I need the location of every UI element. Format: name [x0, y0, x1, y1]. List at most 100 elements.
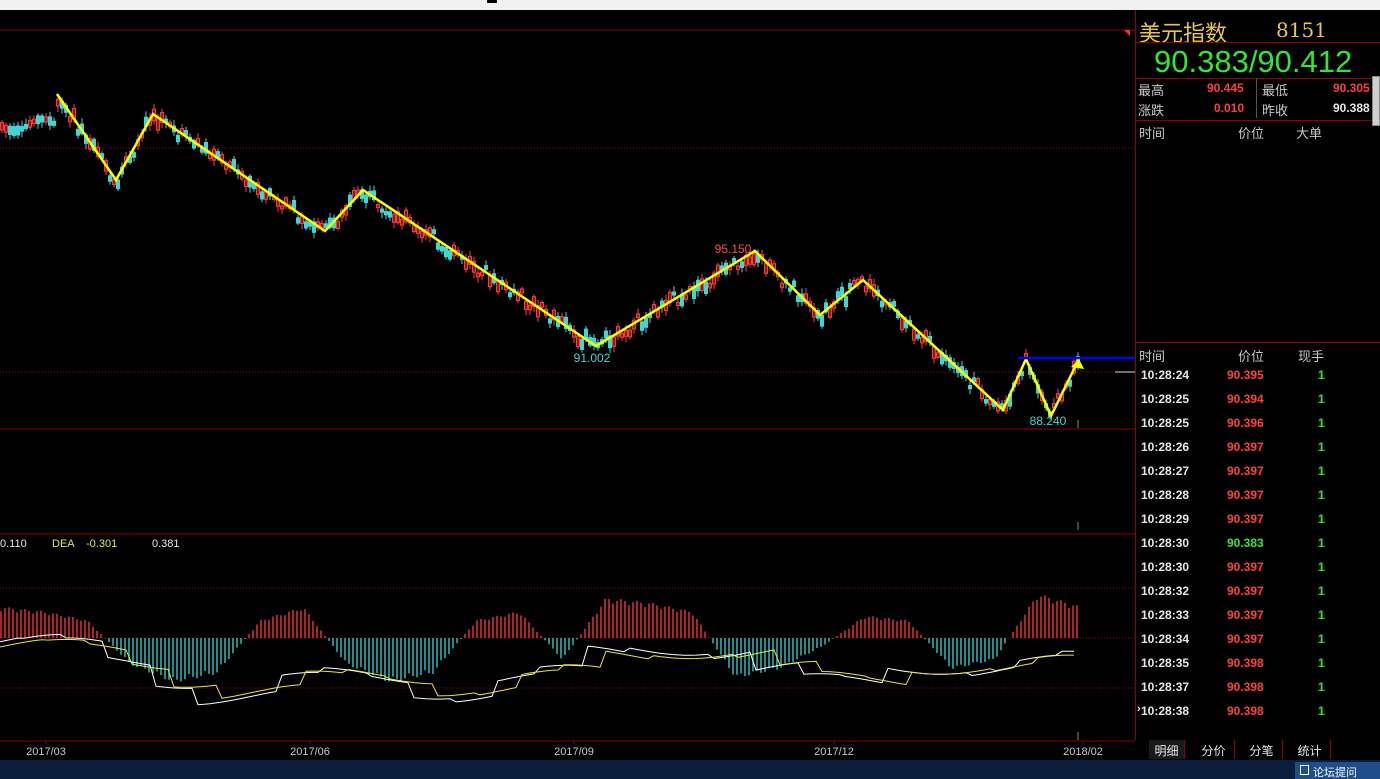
candle-body [32, 118, 36, 125]
tick-time: 10:28:30 [1141, 560, 1190, 574]
tick-size: 1 [1318, 632, 1325, 646]
tick-size: 1 [1318, 464, 1325, 478]
prev-close-label: 昨收 [1262, 104, 1289, 119]
candle-body [420, 231, 424, 239]
candle-body [36, 115, 40, 125]
candle-body [440, 246, 444, 252]
candle-body [552, 309, 556, 321]
tick-time: 10:28:28 [1141, 488, 1190, 502]
tick-size: 1 [1318, 416, 1325, 430]
tick-row[interactable]: 10:28:25 90.396 1 [1136, 413, 1380, 437]
candle-body [892, 301, 896, 307]
x-tick-label: 2017/12 [814, 746, 854, 758]
candle-body [716, 264, 720, 277]
candle-body [508, 292, 512, 298]
tick-row[interactable]: 10:28:25 90.394 1 [1136, 389, 1380, 413]
candle-body [376, 204, 380, 209]
candle-body [260, 191, 264, 200]
tick-time: 10:28:38 [1141, 704, 1190, 718]
candle-body [412, 225, 416, 233]
tick-size: 1 [1318, 560, 1325, 574]
candle-body [576, 335, 580, 348]
status-bar: 论坛提问 [0, 760, 1380, 779]
x-axis-ticks: 2017/03 2017/06 2017/09 2017/12 2018/02 [26, 741, 1103, 758]
candlesticks [0, 94, 1080, 420]
tick-row[interactable]: 10:28:29 90.397 1 [1136, 509, 1380, 533]
candle-body [20, 126, 24, 132]
window-marker [487, 0, 497, 3]
divider [1136, 78, 1380, 79]
candle-body [324, 223, 328, 229]
panel-scrollbar[interactable] [1372, 76, 1380, 126]
tick-price: 90.398 [1227, 680, 1264, 694]
tick-row[interactable]: 10:28:34 90.397 1 [1136, 629, 1380, 653]
candle-body [976, 378, 980, 386]
divider [1136, 342, 1380, 343]
tick-row[interactable]: 10:28:26 90.397 1 [1136, 437, 1380, 461]
low-value: 90.305 [1333, 81, 1370, 95]
quote-panel: 美元指数 8151 90.383/90.412 最高 90.445 最低 90.… [1135, 10, 1380, 740]
tick-row[interactable]: 10:28:35 90.398 1 [1136, 653, 1380, 677]
big-order-size-header: 大单 [1296, 127, 1323, 142]
tick-size: 1 [1318, 392, 1325, 406]
candle-body [400, 218, 404, 226]
kline-chart[interactable]: 95.150 91.002 88.240 2017/03 2017/06 2017/09… [0, 10, 1135, 760]
candle-body [68, 115, 72, 123]
candle-body [792, 280, 796, 288]
tab-trades[interactable]: 分笔 [1241, 740, 1283, 759]
candle-body [788, 287, 792, 292]
candle-body [244, 179, 248, 187]
tick-row[interactable]: 10:28:30 90.397 1 [1136, 557, 1380, 581]
tick-size: 1 [1318, 368, 1325, 382]
candle-body [388, 211, 392, 218]
tick-price: 90.397 [1227, 512, 1264, 526]
tick-price: 90.398 [1227, 656, 1264, 670]
candle-body [312, 221, 316, 233]
tick-price: 90.397 [1227, 632, 1264, 646]
tab-stats[interactable]: 统计 [1289, 740, 1331, 759]
price-annotations: 95.150 91.002 88.240 [574, 242, 1067, 428]
tick-time: 10:28:34 [1141, 632, 1190, 646]
candle-body [384, 211, 388, 216]
dif-line [0, 633, 1074, 706]
candle-body [740, 261, 744, 268]
forum-ask-button[interactable]: 论坛提问 [1295, 762, 1380, 779]
candle-body [912, 328, 916, 341]
tab-detail[interactable]: 明细 [1149, 740, 1185, 759]
candle-body [392, 213, 396, 223]
candle-body [56, 98, 60, 107]
tick-price: 90.397 [1227, 560, 1264, 574]
candle-body [840, 286, 844, 297]
candle-body [256, 182, 260, 195]
candle-body [624, 329, 628, 337]
candle-body [1068, 379, 1072, 387]
candle-body [712, 272, 716, 285]
current-row-caret-icon: › [1137, 703, 1141, 715]
tick-time: 10:28:30 [1141, 536, 1190, 550]
candle-body [864, 285, 868, 293]
trend-lines [55, 93, 1135, 419]
candle-body [432, 229, 436, 235]
tick-size: 1 [1318, 584, 1325, 598]
tick-size: 1 [1318, 440, 1325, 454]
tick-row[interactable]: 10:28:28 90.397 1 [1136, 485, 1380, 509]
candle-body [604, 330, 608, 339]
tick-row[interactable]: 10:28:37 90.398 1 [1136, 677, 1380, 701]
tick-row[interactable]: 10:28:24 90.395 1 [1136, 365, 1380, 389]
candle-body [336, 220, 340, 230]
tick-price: 90.397 [1227, 464, 1264, 478]
candle-body [16, 125, 20, 136]
candle-body [520, 288, 524, 294]
prev-close-value: 90.388 [1333, 101, 1370, 115]
x-tick-label: 2017/06 [290, 746, 330, 758]
tick-row[interactable]: 10:28:27 90.397 1 [1136, 461, 1380, 485]
low-label: 最低 [1262, 84, 1289, 99]
tab-price-dist[interactable]: 分价 [1193, 740, 1235, 759]
tick-row[interactable]: 10:28:33 90.397 1 [1136, 605, 1380, 629]
tick-row[interactable]: › 10:28:38 90.398 1 [1136, 701, 1380, 725]
candle-body [920, 336, 924, 344]
tick-price: 90.383 [1227, 536, 1264, 550]
tick-row[interactable]: 10:28:30 90.383 1 [1136, 533, 1380, 557]
candle-body [24, 123, 28, 130]
tick-row[interactable]: 10:28:32 90.397 1 [1136, 581, 1380, 605]
